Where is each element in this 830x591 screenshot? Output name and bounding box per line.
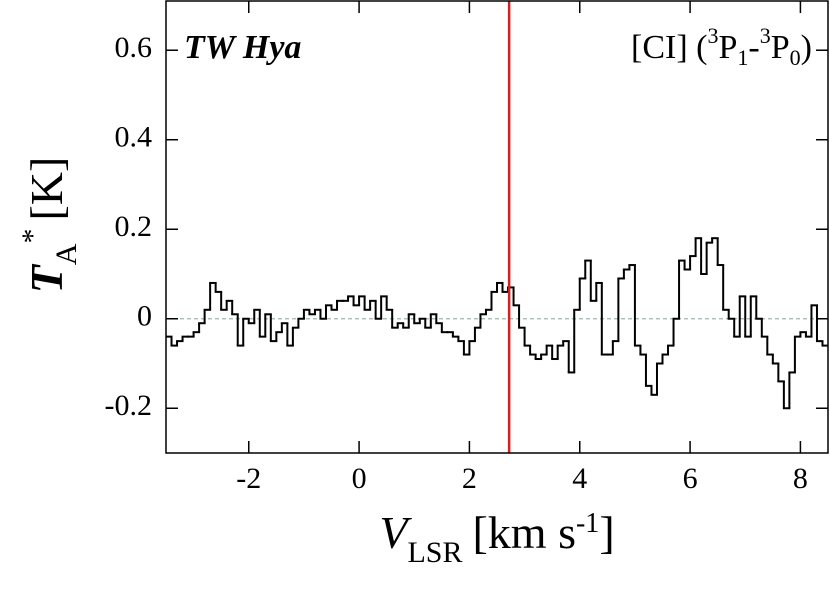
plot-frame [165, 0, 829, 454]
y-tick-label: -0.2 [105, 389, 153, 422]
x-label-unit: [km s [472, 507, 576, 558]
line-label-part: P [771, 29, 790, 66]
x-tick-label: 8 [793, 462, 808, 495]
x-label-sup: -1 [576, 508, 599, 539]
line-label-sub: 0 [790, 45, 801, 70]
y-tick-label: 0.4 [115, 121, 153, 154]
y-axis-label: TA* [K] [16, 157, 83, 294]
x-label-var: V [379, 507, 412, 558]
annotation: TW Hya [184, 29, 301, 66]
line-label-sup: 3 [760, 23, 771, 48]
y-label-unit: [K] [21, 157, 72, 221]
x-axis-label: VLSR [km s-1] [379, 507, 614, 569]
x-tick-label: 0 [352, 462, 367, 495]
line-label: [CI] (3P1-3P0) [631, 23, 812, 70]
line-label-part: - [748, 29, 759, 66]
plot-area [166, 1, 828, 453]
x-tick-label: -2 [236, 462, 261, 495]
x-tick-label: 2 [462, 462, 477, 495]
line-label-part: P [719, 29, 738, 66]
y-tick-label: 0.6 [115, 31, 153, 64]
x-tick-label: 6 [683, 462, 698, 495]
x-label-unit: ] [599, 507, 614, 558]
y-label-var: T [21, 263, 72, 293]
y-label-sup: * [16, 229, 49, 244]
x-label-sub: LSR [407, 536, 462, 569]
y-label-sub: A [50, 243, 83, 265]
y-tick-label: 0 [137, 300, 152, 333]
line-label-part: [CI] ( [631, 29, 707, 66]
y-tick-label: 0.2 [115, 210, 153, 243]
line-label-sub: 1 [737, 45, 748, 70]
line-label-part: ) [801, 29, 812, 66]
line-label-sup: 3 [708, 23, 719, 48]
x-tick-label: 4 [572, 462, 587, 495]
